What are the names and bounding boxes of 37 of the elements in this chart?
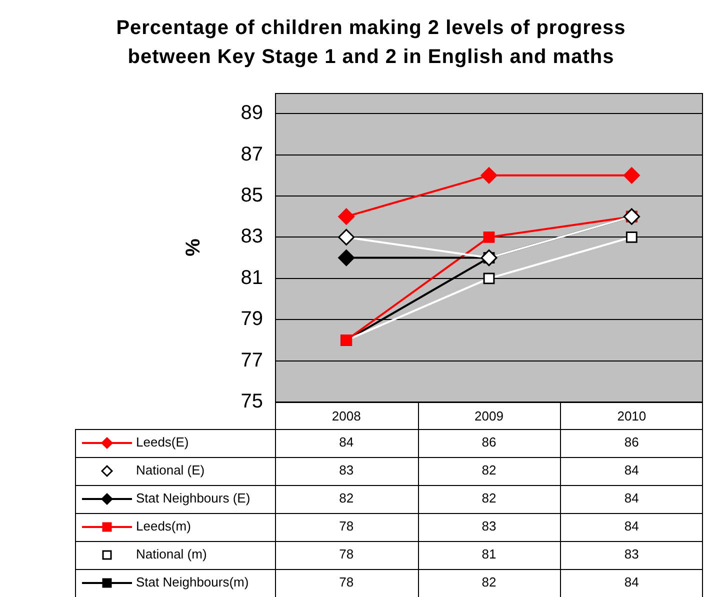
legend-label: Leeds(m) <box>136 518 191 534</box>
data-label: 84 <box>339 434 354 450</box>
y-axis-title: % <box>182 238 205 256</box>
legend-label: National (m) <box>136 546 207 562</box>
data-label: 82 <box>482 574 496 590</box>
legend-label: Stat Neighbours (E) <box>136 490 250 506</box>
data-label: 82 <box>482 490 496 506</box>
data-label: 78 <box>339 518 354 534</box>
y-tick-label: 79 <box>240 308 263 330</box>
y-tick-label: 77 <box>240 349 263 372</box>
data-label: 78 <box>339 574 354 590</box>
y-tick-label: 87 <box>240 143 263 166</box>
data-label: 84 <box>624 462 639 478</box>
legend-label: Stat Neighbours(m) <box>136 574 249 590</box>
chart-title: Percentage of children making 2 levels of progress between Key Stage 1 and 2 in English and maths <box>115 16 627 70</box>
x-tick-label: 2008 <box>332 408 361 424</box>
data-label: 78 <box>339 546 354 562</box>
y-tick-label: 75 <box>240 390 263 413</box>
y-tick-label: 89 <box>240 102 263 124</box>
y-tick-label: 85 <box>240 184 263 207</box>
legend-label: Leeds(E) <box>136 434 189 450</box>
x-tick-label: 2009 <box>474 408 504 424</box>
data-label: 81 <box>482 546 496 562</box>
data-label: 83 <box>624 546 639 562</box>
data-label: 86 <box>624 434 639 450</box>
data-label: 84 <box>624 518 639 534</box>
y-tick-label: 81 <box>240 266 263 289</box>
x-tick-label: 2010 <box>617 408 646 424</box>
data-label: 82 <box>482 462 496 478</box>
legend-label: National (E) <box>136 462 205 478</box>
data-label: 84 <box>624 490 639 506</box>
y-tick-label: 83 <box>240 226 263 248</box>
data-label: 83 <box>339 462 354 478</box>
data-label: 83 <box>482 518 496 534</box>
data-label: 82 <box>339 490 354 506</box>
data-label: 86 <box>482 434 496 450</box>
data-label: 84 <box>624 574 639 590</box>
